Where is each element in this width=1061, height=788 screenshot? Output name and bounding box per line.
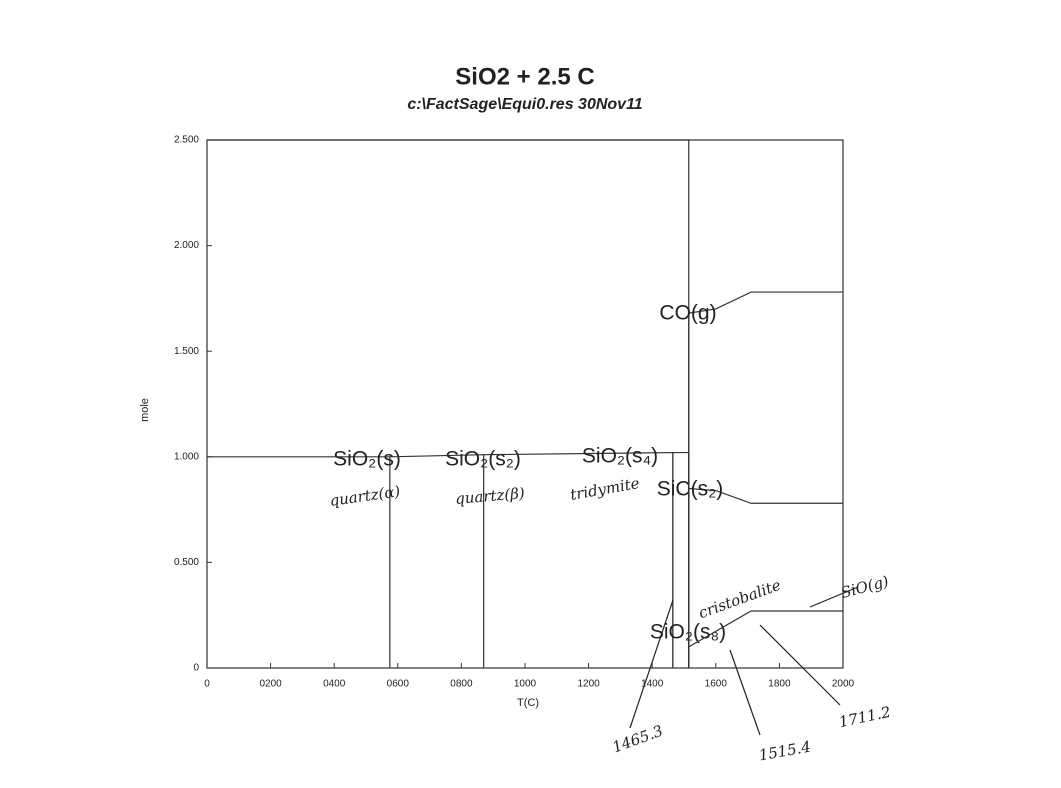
annotation: cristobalite: [696, 576, 783, 622]
series-line: [389, 454, 485, 668]
annotation-arrow: [809, 586, 859, 608]
x-tick-label: 1400: [641, 679, 664, 690]
annotation-arrow: [729, 649, 761, 736]
series-line: [688, 291, 843, 668]
chart-title: SiO2 + 2.5 C: [455, 63, 594, 90]
annotation: 1711.2: [837, 703, 892, 732]
x-tick-label: 0: [204, 679, 210, 690]
annotation-arrow: [759, 624, 841, 706]
annotation: quartz(α): [328, 482, 401, 510]
y-tick-label: 1.500: [174, 346, 199, 357]
annotation: 1515.4: [757, 738, 812, 765]
chart-subtitle: c:\FactSage\Equi0.res 30Nov11: [407, 96, 642, 113]
y-axis-label: mole: [139, 398, 151, 422]
series-line: [207, 139, 690, 668]
annotation: SiO(g): [839, 572, 891, 602]
x-tick-label: 1000: [514, 679, 537, 690]
series-label: CO(g): [659, 302, 716, 325]
series-label: SiO₂(s₈): [650, 621, 726, 644]
series-label: SiC(s₂): [657, 478, 723, 501]
series-label: SiO₂(s₄): [582, 445, 658, 468]
x-tick-label: 0600: [387, 679, 410, 690]
series-label: SiO₂(s): [333, 448, 401, 471]
annotation: quartz(β): [454, 484, 525, 508]
x-tick-label: 0400: [323, 679, 346, 690]
x-tick-label: 1600: [705, 679, 728, 690]
series-line: [688, 487, 843, 668]
x-tick-label: 0200: [259, 679, 282, 690]
x-axis-label: T(C): [517, 697, 539, 709]
y-tick-label: 1.000: [174, 451, 199, 462]
x-tick-label: 1200: [577, 679, 600, 690]
annotation: tridymite: [569, 474, 641, 504]
y-tick-label: 0: [193, 663, 199, 674]
x-tick-label: 1800: [768, 679, 791, 690]
annotation-arrow: [629, 599, 674, 729]
y-tick-label: 2.500: [174, 135, 199, 146]
x-tick-label: 2000: [832, 679, 855, 690]
x-tick-label: 0800: [450, 679, 473, 690]
y-tick-label: 0.500: [174, 557, 199, 568]
y-tick-label: 2.000: [174, 240, 199, 251]
series-label: SiO₂(s₂): [445, 448, 521, 471]
series-line: [688, 610, 843, 648]
annotation: 1465.3: [610, 722, 665, 757]
